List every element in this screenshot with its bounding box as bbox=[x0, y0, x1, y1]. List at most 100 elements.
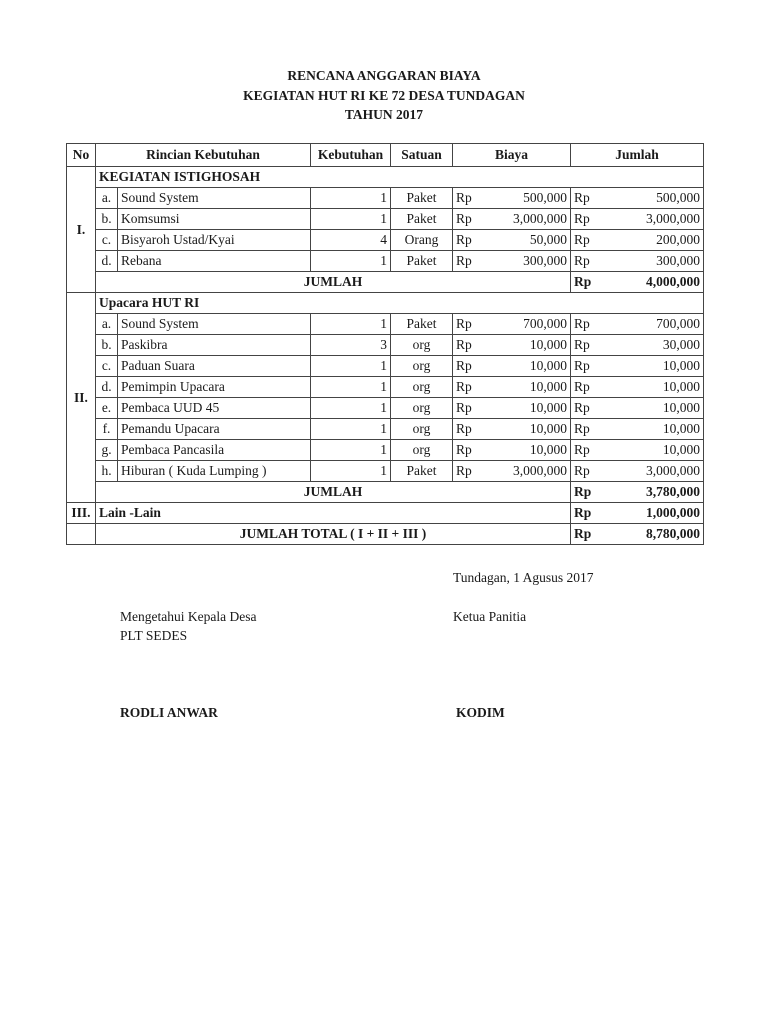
item-unit: org bbox=[390, 439, 454, 461]
item-letter: c. bbox=[95, 355, 118, 377]
right-signatory-name: KODIM bbox=[456, 705, 505, 720]
total-currency: Rp bbox=[570, 439, 611, 461]
item-price: 3,000,000 bbox=[488, 460, 572, 482]
item-total: 10,000 bbox=[610, 355, 705, 377]
item-quantity: 1 bbox=[310, 355, 392, 377]
item-total: 3,000,000 bbox=[610, 208, 705, 230]
price-currency: Rp bbox=[452, 208, 489, 230]
item-letter: b. bbox=[95, 334, 118, 356]
item-total: 300,000 bbox=[610, 250, 705, 272]
subtotal-value: 3,780,000 bbox=[610, 481, 705, 503]
item-unit: org bbox=[390, 334, 454, 356]
table-row: c. Bisyaroh Ustad/Kyai 4 Orang Rp 50,000 Rp 200… bbox=[67, 229, 705, 251]
price-currency: Rp bbox=[452, 439, 489, 461]
item-unit: Paket bbox=[390, 208, 454, 230]
price-currency: Rp bbox=[452, 418, 489, 440]
item-total: 200,000 bbox=[610, 229, 705, 251]
total-currency: Rp bbox=[570, 229, 611, 251]
item-quantity: 1 bbox=[310, 250, 392, 272]
col-satuan: Satuan bbox=[390, 143, 454, 167]
item-price: 3,000,000 bbox=[488, 208, 572, 230]
item-total: 10,000 bbox=[610, 376, 705, 398]
price-currency: Rp bbox=[452, 376, 489, 398]
item-price: 10,000 bbox=[488, 397, 572, 419]
grand-total-currency: Rp bbox=[570, 523, 611, 545]
price-currency: Rp bbox=[452, 250, 489, 272]
table-row: a. Sound System 1 Paket Rp 700,000 Rp 700,000 bbox=[67, 313, 705, 335]
item-letter: d. bbox=[95, 250, 118, 272]
table-row: f. Pemandu Upacara 1 org Rp 10,000 Rp 10,000 bbox=[67, 418, 705, 440]
col-no: No bbox=[66, 143, 96, 167]
section-title: Upacara HUT RI bbox=[94, 292, 705, 314]
item-description: Sound System bbox=[116, 187, 312, 209]
section-number: II. bbox=[66, 292, 96, 503]
item-description: Pemandu Upacara bbox=[116, 418, 312, 440]
total-currency: Rp bbox=[570, 313, 611, 335]
doc-subtitle: KEGIATAN HUT RI KE 72 DESA TUNDAGAN bbox=[243, 88, 525, 103]
item-quantity: 1 bbox=[310, 208, 392, 230]
item-total: 700,000 bbox=[610, 313, 705, 335]
section-title: KEGIATAN ISTIGHOSAH bbox=[94, 166, 705, 188]
other-total: 1,000,000 bbox=[610, 502, 705, 524]
item-letter: a. bbox=[95, 187, 118, 209]
table-row: c. Paduan Suara 1 org Rp 10,000 Rp 10,000 bbox=[67, 355, 705, 377]
table-row: b. Komsumsi 1 Paket Rp 3,000,000 Rp 3,000,000 bbox=[67, 208, 705, 230]
item-description: Rebana bbox=[116, 250, 312, 272]
total-currency: Rp bbox=[570, 355, 611, 377]
item-price: 700,000 bbox=[488, 313, 572, 335]
doc-year: TAHUN 2017 bbox=[344, 107, 424, 122]
table-row: d. Rebana 1 Paket Rp 300,000 Rp 300,000 bbox=[67, 250, 705, 272]
item-price: 300,000 bbox=[488, 250, 572, 272]
item-quantity: 1 bbox=[310, 460, 392, 482]
subtotal-value: 4,000,000 bbox=[610, 271, 705, 293]
item-price: 10,000 bbox=[488, 355, 572, 377]
item-unit: Paket bbox=[390, 250, 454, 272]
total-currency: Rp bbox=[570, 334, 611, 356]
item-price: 50,000 bbox=[488, 229, 572, 251]
item-unit: Paket bbox=[390, 313, 454, 335]
item-price: 500,000 bbox=[488, 187, 572, 209]
item-quantity: 4 bbox=[310, 229, 392, 251]
item-total: 3,000,000 bbox=[610, 460, 705, 482]
table-row: h. Hiburan ( Kuda Lumping ) 1 Paket Rp 3,000,… bbox=[67, 460, 705, 482]
grand-total-value: 8,780,000 bbox=[610, 523, 705, 545]
item-price: 10,000 bbox=[488, 418, 572, 440]
item-price: 10,000 bbox=[488, 334, 572, 356]
total-currency: Rp bbox=[570, 397, 611, 419]
price-currency: Rp bbox=[452, 334, 489, 356]
section-number: III. bbox=[66, 502, 96, 524]
total-currency: Rp bbox=[570, 208, 611, 230]
item-description: Paskibra bbox=[116, 334, 312, 356]
section-number: I. bbox=[66, 166, 96, 293]
item-quantity: 1 bbox=[310, 376, 392, 398]
item-unit: org bbox=[390, 397, 454, 419]
total-currency: Rp bbox=[570, 250, 611, 272]
table-row: g. Pembaca Pancasila 1 org Rp 10,000 Rp 10,000 bbox=[67, 439, 705, 461]
total-currency: Rp bbox=[570, 460, 611, 482]
left-role: Mengetahui Kepala Desa bbox=[120, 609, 257, 624]
section-title-row: I. KEGIATAN ISTIGHOSAH bbox=[66, 166, 705, 293]
item-letter: g. bbox=[95, 439, 118, 461]
price-currency: Rp bbox=[452, 355, 489, 377]
item-unit: Paket bbox=[390, 460, 454, 482]
item-total: 500,000 bbox=[610, 187, 705, 209]
item-description: Sound System bbox=[116, 313, 312, 335]
item-quantity: 1 bbox=[310, 439, 392, 461]
col-rincian: Rincian Kebutuhan bbox=[94, 143, 312, 167]
item-quantity: 1 bbox=[310, 397, 392, 419]
item-unit: Orang bbox=[390, 229, 454, 251]
table-row: b. Paskibra 3 org Rp 10,000 Rp 30,000 bbox=[67, 334, 705, 356]
item-total: 10,000 bbox=[610, 439, 705, 461]
item-letter: a. bbox=[95, 313, 118, 335]
item-letter: b. bbox=[95, 208, 118, 230]
item-price: 10,000 bbox=[488, 376, 572, 398]
item-quantity: 1 bbox=[310, 418, 392, 440]
place-date: Tundagan, 1 Agusus 2017 bbox=[453, 570, 594, 585]
subtotal-currency: Rp bbox=[570, 271, 611, 293]
left-signatory-name: RODLI ANWAR bbox=[120, 705, 218, 720]
item-quantity: 1 bbox=[310, 313, 392, 335]
item-letter: c. bbox=[95, 229, 118, 251]
item-description: Paduan Suara bbox=[116, 355, 312, 377]
price-currency: Rp bbox=[452, 313, 489, 335]
item-letter: f. bbox=[95, 418, 118, 440]
